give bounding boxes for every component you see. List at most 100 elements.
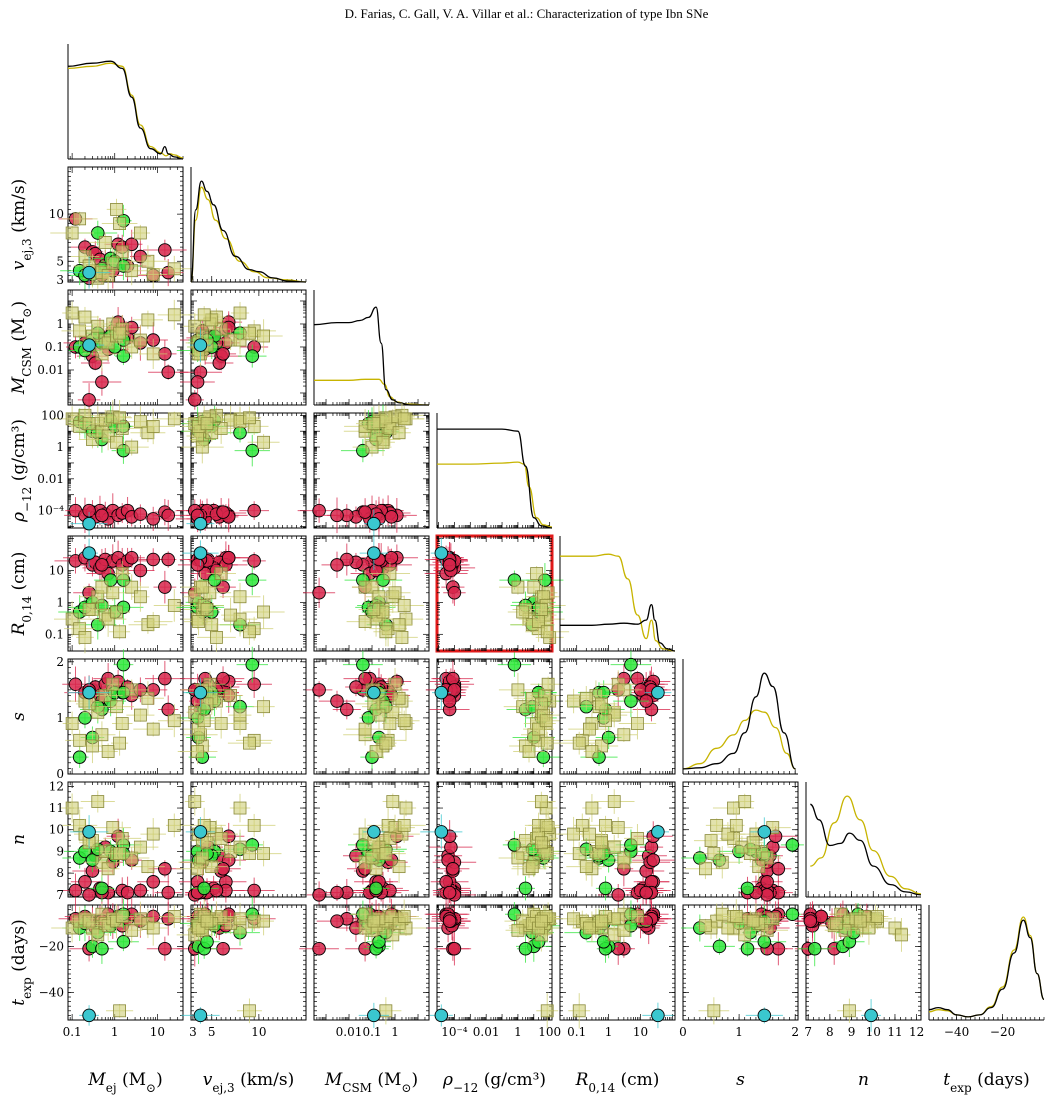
data-point-circle	[82, 393, 96, 407]
data-point-square	[392, 426, 406, 440]
data-point-square	[205, 618, 219, 632]
data-point-circle	[209, 883, 224, 898]
data-point-circle	[384, 510, 399, 524]
marginal-black-curve	[437, 428, 553, 529]
data-point-square	[98, 689, 112, 702]
data-point-square	[101, 745, 115, 758]
data-point-square	[146, 347, 160, 361]
data-point-square	[243, 625, 256, 639]
data-point-square	[511, 683, 525, 697]
data-point-circle	[446, 671, 460, 686]
data-point-square	[372, 590, 386, 604]
data-point-square	[98, 236, 112, 249]
marginal-black-curve	[559, 603, 676, 652]
data-point-square	[167, 262, 181, 276]
data-point-square	[101, 862, 115, 876]
highlight-point	[193, 338, 208, 352]
data-point-square	[146, 420, 160, 433]
data-point-square	[397, 714, 411, 728]
data-point-square	[392, 691, 406, 705]
scatter-panel-Mcsm-vs-vej	[176, 289, 307, 410]
scatter-panel-rho-vs-Mcsm	[297, 402, 430, 538]
scatter-panel-n-vs-Mej	[59, 781, 184, 911]
data-point-square	[113, 736, 126, 750]
data-point-circle	[245, 657, 260, 672]
data-point-square	[125, 264, 139, 278]
data-point-square	[257, 605, 270, 619]
data-point-circle	[624, 694, 638, 708]
highlight-point	[82, 516, 96, 531]
data-point-square	[539, 714, 553, 728]
scatter-panel-R0-vs-Mcsm	[303, 535, 430, 652]
running-header: D. Farias, C. Gall, V. A. Villar et al.:…	[344, 6, 709, 21]
data-point-square	[200, 697, 214, 711]
marginal-panel-Mcsm	[313, 290, 430, 406]
data-point-circle	[442, 558, 457, 572]
data-point-square	[365, 440, 379, 454]
data-point-square	[133, 840, 147, 854]
highlight-point	[193, 685, 208, 700]
data-point-circle	[146, 552, 160, 567]
scatter-panel-vej-vs-Mej	[50, 166, 193, 294]
highlight-point	[651, 685, 665, 700]
data-point-square	[379, 411, 393, 425]
data-point-square	[233, 333, 247, 347]
data-point-circle	[245, 349, 260, 363]
data-point-circle	[216, 505, 230, 519]
data-point-circle	[507, 657, 522, 672]
data-point-square	[599, 714, 612, 728]
data-point-square	[91, 319, 105, 333]
data-point-square	[243, 736, 256, 750]
data-point-square	[106, 821, 120, 834]
data-point-square	[379, 736, 393, 750]
highlight-point	[193, 516, 208, 531]
data-point-square	[214, 717, 228, 730]
highlight-point	[434, 546, 449, 560]
data-point-square	[167, 308, 181, 322]
scatter-panel-s-vs-rho	[425, 652, 568, 775]
data-point-circle	[340, 702, 354, 717]
highlight-point	[82, 825, 96, 839]
data-point-square	[113, 326, 126, 340]
data-point-square	[141, 254, 155, 268]
data-point-circle	[158, 580, 172, 594]
data-point-circle	[82, 888, 96, 902]
data-point-square	[98, 845, 112, 858]
data-point-circle	[95, 375, 109, 389]
data-point-square	[617, 728, 631, 742]
data-point-square	[106, 586, 120, 600]
data-point-square	[110, 605, 123, 619]
data-point-circle	[161, 885, 175, 900]
data-point-circle	[330, 558, 344, 572]
data-point-square	[572, 736, 586, 750]
data-point-circle	[312, 503, 326, 518]
highlight-point	[82, 546, 96, 560]
data-point-square	[233, 708, 247, 722]
data-point-square	[257, 700, 270, 714]
highlight-point	[367, 516, 381, 531]
data-point-circle	[245, 573, 260, 587]
marginal-panel-R0	[559, 536, 676, 652]
data-point-circle	[116, 657, 131, 672]
marginal-black-curve	[313, 306, 429, 406]
scatter-panel-R0-vs-vej	[176, 535, 307, 652]
data-point-circle	[216, 671, 230, 686]
data-point-circle	[68, 883, 83, 898]
data-point-circle	[161, 552, 175, 567]
data-point-square	[383, 717, 397, 730]
data-point-circle	[124, 550, 139, 565]
data-point-square	[534, 603, 548, 616]
scatter-panel-s-vs-vej	[177, 646, 307, 775]
data-point-square	[388, 677, 402, 691]
data-point-circle	[161, 365, 175, 379]
data-point-square	[167, 412, 181, 426]
data-point-circle	[624, 657, 638, 672]
data-point-square	[125, 580, 139, 594]
marginal-olive-curve	[314, 378, 430, 406]
data-point-square	[65, 226, 79, 240]
data-point-circle	[447, 586, 462, 600]
scatter-panel-s-vs-Mcsm	[305, 650, 430, 775]
data-point-circle	[245, 443, 260, 458]
data-point-circle	[190, 558, 205, 572]
marginal-olive-curve	[190, 186, 307, 283]
